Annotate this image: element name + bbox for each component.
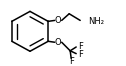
- Text: O: O: [55, 38, 61, 47]
- Text: O: O: [55, 16, 61, 25]
- Text: F: F: [69, 57, 74, 66]
- Text: F: F: [78, 50, 83, 59]
- Text: F: F: [78, 42, 83, 51]
- Text: NH₂: NH₂: [88, 17, 104, 26]
